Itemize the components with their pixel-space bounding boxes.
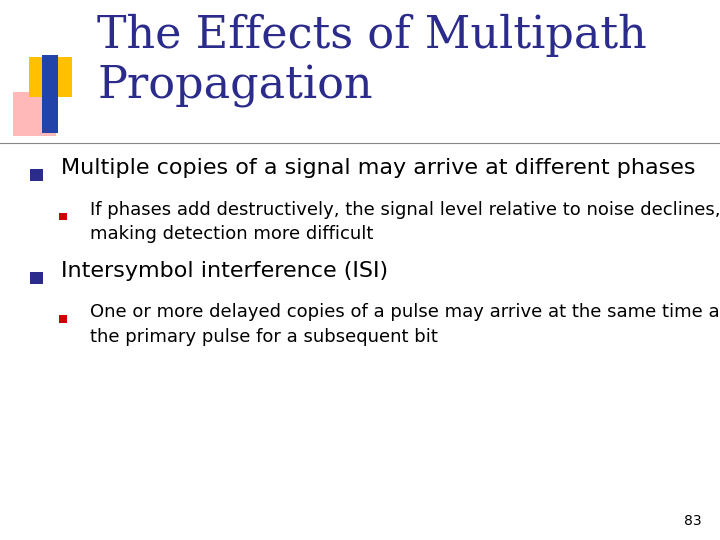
FancyBboxPatch shape bbox=[42, 55, 58, 133]
FancyBboxPatch shape bbox=[59, 213, 67, 220]
Text: Multiple copies of a signal may arrive at different phases: Multiple copies of a signal may arrive a… bbox=[61, 158, 696, 178]
Text: Intersymbol interference (ISI): Intersymbol interference (ISI) bbox=[61, 261, 388, 281]
Text: 83: 83 bbox=[685, 514, 702, 528]
Text: making detection more difficult: making detection more difficult bbox=[90, 225, 374, 243]
Text: One or more delayed copies of a pulse may arrive at the same time as: One or more delayed copies of a pulse ma… bbox=[90, 303, 720, 321]
FancyBboxPatch shape bbox=[29, 57, 72, 97]
Text: Propagation: Propagation bbox=[97, 65, 373, 108]
FancyBboxPatch shape bbox=[59, 315, 67, 323]
FancyBboxPatch shape bbox=[13, 92, 56, 136]
Text: the primary pulse for a subsequent bit: the primary pulse for a subsequent bit bbox=[90, 328, 438, 346]
FancyBboxPatch shape bbox=[30, 272, 43, 284]
Text: The Effects of Multipath: The Effects of Multipath bbox=[97, 14, 647, 57]
Text: If phases add destructively, the signal level relative to noise declines,: If phases add destructively, the signal … bbox=[90, 201, 720, 219]
FancyBboxPatch shape bbox=[30, 169, 43, 181]
